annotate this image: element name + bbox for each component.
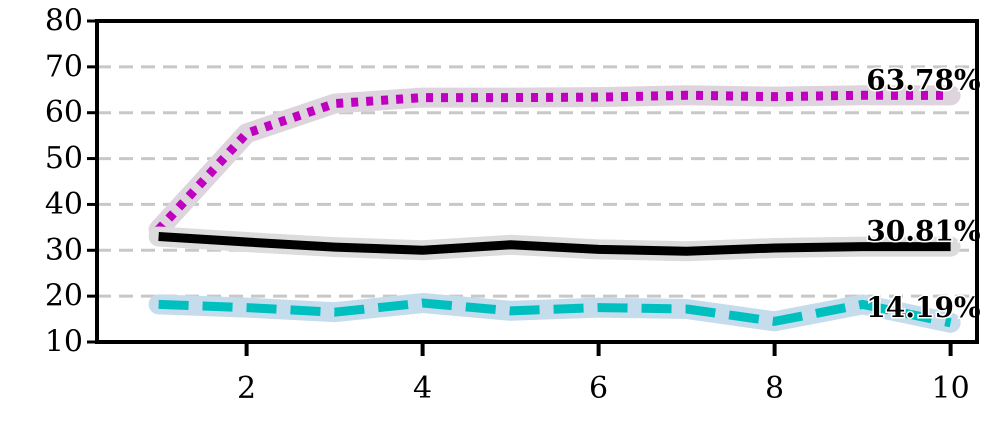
end-labels: 63.78% 30.81% 14.19% [865, 62, 982, 325]
series-band-0 [148, 85, 961, 240]
x-tick-label-2: 6 [589, 371, 608, 406]
x-tick-label-4: 10 [932, 371, 970, 406]
series-line-1 [158, 232, 951, 256]
series-lines [148, 85, 961, 333]
y-axis: 10 20 30 40 50 60 70 80 [45, 4, 97, 360]
y-tick-label-2: 30 [45, 233, 83, 268]
series-line-0 [155, 90, 951, 233]
x-tick-label-0: 2 [237, 371, 256, 406]
series-line-2 [158, 298, 952, 328]
y-tick-label-3: 40 [45, 187, 83, 222]
x-axis: 2 4 6 8 10 [237, 342, 970, 406]
plot-frame [95, 19, 979, 344]
x-tick-label-3: 8 [765, 371, 784, 406]
y-tick-label-5: 60 [45, 95, 83, 130]
end-label-1: 30.81% [866, 215, 980, 248]
x-tick-label-1: 4 [413, 371, 432, 406]
y-tick-label-6: 70 [45, 49, 83, 84]
y-tick-label-7: 80 [45, 4, 83, 39]
y-tick-label-0: 10 [45, 325, 83, 360]
end-label-0: 63.78% [866, 63, 980, 96]
end-label-2: 14.19% [866, 291, 980, 324]
y-tick-label-4: 50 [45, 141, 83, 176]
y-tick-label-1: 20 [45, 279, 83, 314]
